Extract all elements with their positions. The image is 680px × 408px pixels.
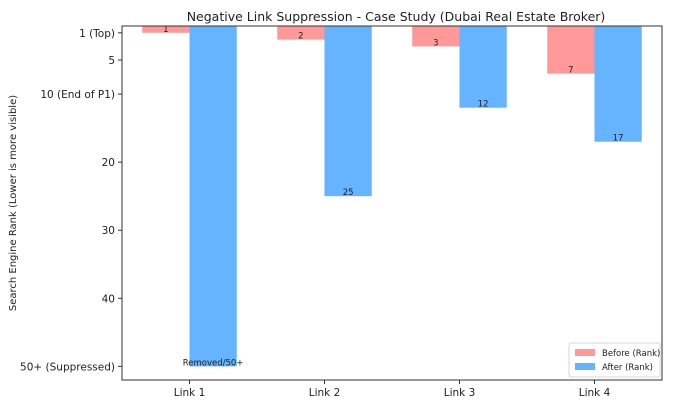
chart-title: Negative Link Suppression - Case Study (… (187, 9, 606, 24)
bar-after-3 (459, 26, 507, 108)
y-tick-label-3: 10 (End of P1) (40, 89, 115, 101)
bars-layer (142, 26, 642, 367)
data-label-before-1: 1 (163, 25, 168, 35)
data-label-after-2: 25 (343, 188, 354, 198)
bar-before-3 (412, 26, 460, 47)
data-label-before-2: 2 (298, 32, 303, 42)
legend-label-after: After (Rank) (602, 363, 653, 373)
y-axis-ticks: 1 (Top) 5 10 (End of P1) 20 30 40 50+ (Suppres… (20, 28, 122, 373)
data-label-after-4: 17 (613, 134, 624, 144)
legend-swatch-before (575, 349, 595, 356)
data-label-after-1: Removed/50+ (183, 358, 244, 368)
x-tick-label-1: Link 1 (174, 387, 206, 399)
bar-before-4 (547, 26, 595, 74)
y-tick-label-7: 50+ (Suppressed) (20, 361, 115, 373)
y-tick-label-6: 40 (102, 293, 115, 305)
y-tick-label-2: 5 (108, 55, 115, 67)
y-tick-label-1: 1 (Top) (79, 28, 115, 40)
y-tick-label-4: 20 (102, 157, 115, 169)
x-tick-label-4: Link 4 (579, 387, 611, 399)
bar-before-2 (277, 26, 325, 40)
bar-before-1 (142, 26, 190, 33)
legend: Before (Rank) After (Rank) (568, 342, 661, 378)
bar-after-1 (189, 26, 237, 367)
legend-swatch-after (575, 363, 595, 370)
y-tick-label-5: 30 (102, 225, 115, 237)
data-label-after-3: 12 (478, 100, 489, 110)
legend-label-before: Before (Rank) (602, 349, 660, 359)
data-label-before-3: 3 (433, 38, 438, 48)
x-axis-ticks: Link 1 Link 2 Link 3 Link 4 (174, 380, 611, 399)
x-tick-label-3: Link 3 (444, 387, 476, 399)
y-axis-label: Search Engine Rank (Lower is more visibl… (8, 95, 19, 311)
data-labels-layer: 1 Removed/50+ 2 25 3 12 7 17 (163, 25, 623, 369)
plot-frame (121, 25, 663, 381)
bar-after-4 (594, 26, 642, 142)
bar-after-2 (324, 26, 372, 197)
data-label-before-4: 7 (568, 66, 573, 76)
x-tick-label-2: Link 2 (309, 387, 341, 399)
